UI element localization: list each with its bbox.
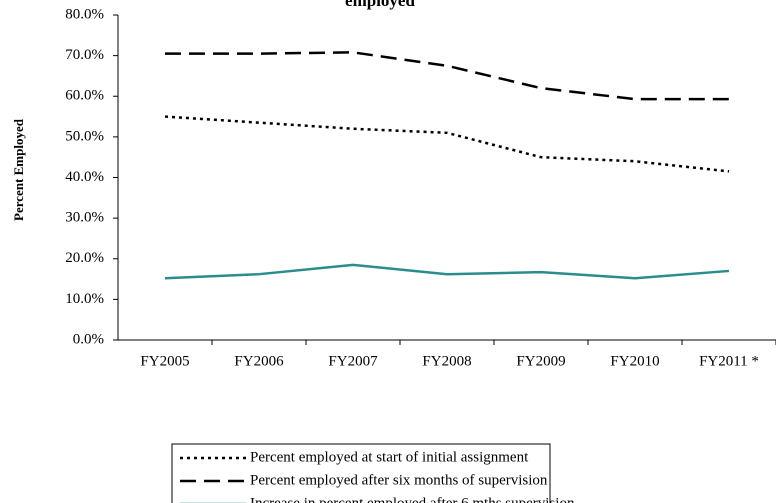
legend-label: Percent employed at start of initial ass…: [250, 449, 529, 465]
x-tick-label: FY2008: [422, 353, 471, 369]
chart-title: employed: [345, 0, 415, 10]
y-tick-label: 0.0%: [73, 331, 104, 347]
legend-box: [171, 443, 551, 503]
legend-label: Increase in percent employed after 6 mth…: [250, 495, 575, 503]
y-tick-label: 50.0%: [65, 128, 104, 144]
y-tick-label: 40.0%: [65, 169, 104, 185]
y-tick-label: 80.0%: [65, 6, 104, 22]
y-tick-label: 60.0%: [65, 88, 104, 104]
series-line: [165, 51, 729, 101]
x-tick-label: FY2007: [328, 353, 378, 369]
x-tick-label: FY2006: [234, 353, 284, 369]
series-line: [164, 263, 730, 280]
x-tick-label: FY2009: [516, 353, 565, 369]
legend-label: Percent employed after six months of sup…: [250, 472, 548, 488]
y-tick-label: 20.0%: [65, 250, 104, 266]
x-tick-label: FY2011 *: [699, 353, 759, 369]
y-tick-label: 10.0%: [65, 291, 104, 307]
y-axis-label: Percent Employed: [11, 118, 26, 221]
x-tick-label: FY2010: [610, 353, 659, 369]
y-tick-label: 70.0%: [65, 47, 104, 63]
x-tick-label: FY2005: [140, 353, 189, 369]
y-tick-label: 30.0%: [65, 210, 104, 226]
series-line: [164, 115, 730, 173]
